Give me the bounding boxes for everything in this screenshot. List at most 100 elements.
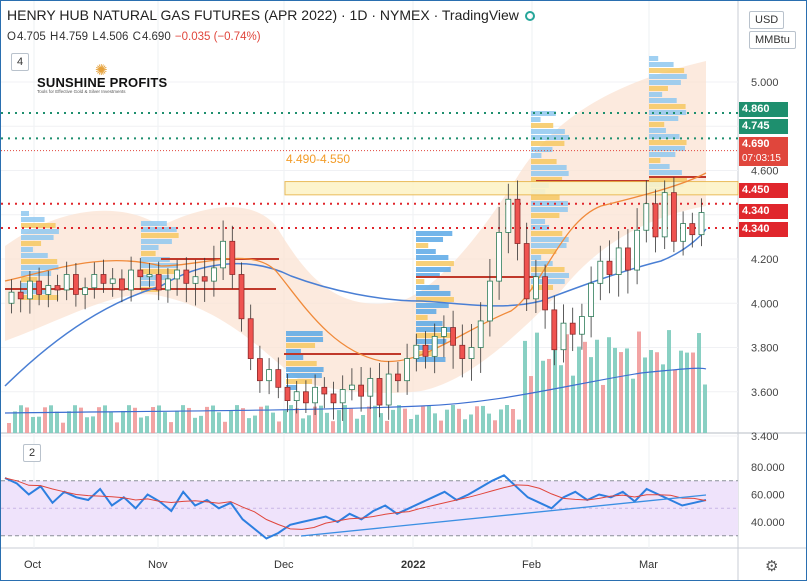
candle-body xyxy=(91,274,98,289)
volume-bar xyxy=(379,413,383,433)
volume-profile-bar xyxy=(416,303,449,308)
rsi-count-badge[interactable]: 2 xyxy=(23,444,42,462)
candle-body xyxy=(413,344,420,359)
level-tag-4340-a: 4.340 xyxy=(739,204,788,219)
volume-bar xyxy=(277,421,281,433)
volume-bar xyxy=(451,405,455,433)
volume-profile-bar xyxy=(416,315,428,320)
volume-bar xyxy=(553,339,557,433)
volume-profile-bar xyxy=(21,295,59,300)
candle-body xyxy=(164,278,171,291)
volume-profile-bar xyxy=(416,291,451,296)
volume-profile-bar xyxy=(141,281,155,286)
volume-profile-bar xyxy=(141,227,177,232)
candle-body xyxy=(680,223,686,242)
volume-profile-bar xyxy=(531,285,554,290)
volume-profile-bar xyxy=(531,261,553,266)
volume-profile-bar xyxy=(531,201,568,206)
volume-profile-bar xyxy=(286,331,323,336)
volume-bar xyxy=(367,406,371,433)
volume-profile-bar xyxy=(531,231,563,236)
volume-bar xyxy=(235,405,239,433)
candle-body xyxy=(54,285,61,291)
volume-bar xyxy=(175,410,179,433)
sunshine-profits-logo: ✺ SUNSHINE PROFITS Tools for Effective G… xyxy=(37,62,168,94)
volume-bar xyxy=(187,407,191,433)
volume-profile-bar xyxy=(531,153,542,158)
volume-bar xyxy=(265,405,269,433)
last-price-tag: 4.690 xyxy=(739,137,788,152)
candle-body xyxy=(459,344,466,359)
volume-profile-bar xyxy=(21,289,51,294)
volume-profile-bar xyxy=(649,170,682,175)
volume-profile-bar xyxy=(649,56,659,61)
volume-profile-bar xyxy=(416,267,451,272)
candle-body xyxy=(588,282,594,317)
candle-body xyxy=(671,192,677,242)
volume-bar xyxy=(469,414,473,433)
volume-profile-bar xyxy=(21,253,48,258)
currency-select[interactable]: USD xyxy=(749,11,785,29)
volume-bar xyxy=(103,405,107,433)
candle-body xyxy=(348,384,355,390)
visibility-dot-icon[interactable] xyxy=(524,11,535,21)
volume-bar xyxy=(49,405,53,433)
volume-bar xyxy=(169,422,173,433)
x-tick-label: Dec xyxy=(274,559,294,571)
unit-select[interactable]: MMBtu xyxy=(749,31,796,49)
candle-body xyxy=(312,386,319,404)
volume-profile-bar xyxy=(21,241,42,246)
volume-bar xyxy=(325,412,329,433)
rsi-trendline xyxy=(300,494,707,537)
candle-body xyxy=(201,276,208,282)
volume-bar xyxy=(193,417,197,433)
volume-profile-bar xyxy=(531,255,542,260)
candle-body xyxy=(477,320,484,348)
volume-bar xyxy=(271,412,275,433)
x-tick-label: Oct xyxy=(24,559,41,571)
volume-profile-bar xyxy=(21,229,59,234)
volume-profile-bar xyxy=(416,309,437,314)
volume-bar xyxy=(13,411,17,433)
candle-body xyxy=(266,369,273,382)
volume-profile-bar xyxy=(649,134,680,139)
volume-profile-bar xyxy=(286,385,298,390)
volume-bar xyxy=(403,408,407,433)
volume-profile-bar xyxy=(21,277,38,282)
volume-profile-bar xyxy=(531,249,557,254)
candle-body xyxy=(302,391,309,404)
volume-bar xyxy=(445,409,449,433)
volume-profile-bar xyxy=(531,117,541,122)
volume-profile-bar xyxy=(286,349,301,354)
volume-profile-bar xyxy=(649,92,663,97)
volume-profile-bar xyxy=(531,135,569,140)
candle-body xyxy=(26,280,33,300)
volume-bar xyxy=(685,352,689,433)
volume-bar xyxy=(655,352,659,433)
volume-bar xyxy=(7,423,11,433)
volume-bar xyxy=(547,358,551,433)
volume-bar xyxy=(247,418,251,433)
volume-bar xyxy=(679,350,683,433)
volume-bar xyxy=(295,408,299,433)
candle-body xyxy=(385,373,392,406)
chart-title: HENRY HUB NATURAL GAS FUTURES (APR 2022)… xyxy=(7,7,535,23)
volume-profile-bar xyxy=(286,343,316,348)
volume-profile-bar xyxy=(416,261,454,266)
indicator-count-badge[interactable]: 4 xyxy=(11,53,30,71)
volume-profile-bar xyxy=(141,245,159,250)
volume-bar xyxy=(463,419,467,433)
volume-profile-bar xyxy=(286,355,304,360)
candle-body xyxy=(560,322,567,351)
candle-body xyxy=(275,369,282,388)
x-tick-label: Feb xyxy=(522,559,541,571)
settings-gear-icon[interactable]: ⚙ xyxy=(765,558,779,575)
volume-profile-bar xyxy=(141,233,179,238)
volume-profile-bar xyxy=(286,373,322,378)
volume-profile-bar xyxy=(649,74,687,79)
candle-body xyxy=(210,267,217,282)
volume-bar xyxy=(127,405,131,433)
volume-bar xyxy=(133,407,137,433)
y-tick-label: 5.000 xyxy=(751,77,779,89)
